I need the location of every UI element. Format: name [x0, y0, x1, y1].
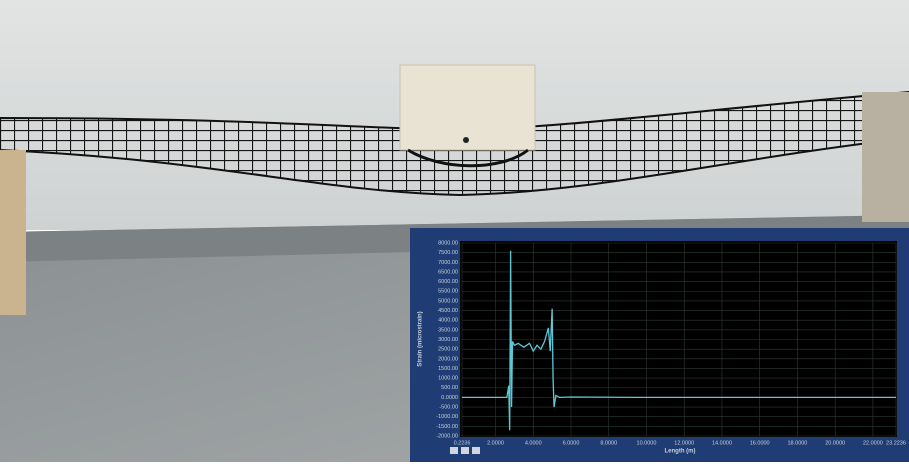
y-tick-label: 4000.00 [438, 318, 458, 324]
x-tick-label: 10.0000 [637, 440, 657, 446]
x-tick-label: 8.0000 [600, 440, 617, 446]
x-tick-label: 14.0000 [712, 440, 732, 446]
y-tick-label: 5000.00 [438, 298, 458, 304]
y-tick-label: 3500.00 [438, 327, 458, 333]
x-tick-label: 6.0000 [563, 440, 580, 446]
x-tick-label: 2.0000 [487, 440, 504, 446]
y-tick-label: 8000.00 [438, 240, 458, 246]
y-tick-label: 500.00 [441, 385, 458, 391]
x-tick-label: 23.2236 [886, 440, 906, 446]
plot: 8000.00 7500.00 7000.00 6500.00 6000.00 5500.… [436, 240, 906, 446]
y-tick-label: -2000.00 [436, 433, 458, 439]
x-tick-label: 12.0000 [674, 440, 694, 446]
chart-panel: Length (m) Strain (microstrain) [410, 228, 909, 462]
y-tick-label: 1000.00 [438, 376, 458, 382]
y-tick-label: 3000.00 [438, 337, 458, 343]
x-tick-label: 20.0000 [825, 440, 845, 446]
y-tick-label: 0.0000 [441, 395, 458, 401]
tool-icon[interactable] [472, 447, 480, 454]
y-tick-label: -500.00 [439, 405, 458, 411]
x-tick-label: 18.0000 [787, 440, 807, 446]
y-tick-label: 5500.00 [438, 289, 458, 295]
y-tick-label: 6000.00 [438, 279, 458, 285]
y-tick-label: 2000.00 [438, 356, 458, 362]
x-axis-title: Length (m) [665, 449, 696, 455]
y-tick-label: 2500.00 [438, 347, 458, 353]
x-tick-label: 0.2236 [454, 440, 471, 446]
y-tick-label: 7500.00 [438, 250, 458, 256]
data-line [462, 250, 896, 431]
x-tick-label: 16.0000 [750, 440, 770, 446]
y-tick-label: 6500.00 [438, 269, 458, 275]
y-tick-label: 1500.00 [438, 366, 458, 372]
y-axis-title: Strain (microstrain) [418, 311, 424, 366]
x-tick-label: 22.0000 [863, 440, 883, 446]
tool-icon[interactable] [450, 447, 458, 454]
y-tick-label: 4500.00 [438, 308, 458, 314]
tool-icon[interactable] [461, 447, 469, 454]
y-tick-label: 7000.00 [438, 260, 458, 266]
x-tick-label: 4.0000 [525, 440, 542, 446]
y-tick-label: -1000.00 [436, 414, 458, 420]
y-tick-label: -1500.00 [436, 424, 458, 430]
